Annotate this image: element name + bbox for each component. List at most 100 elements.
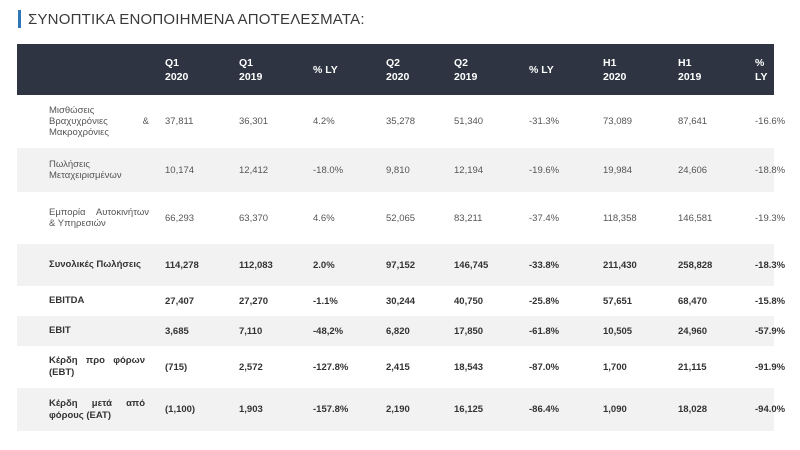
row-label: Συνολικές Πωλήσεις bbox=[17, 244, 165, 286]
table-cell: -18.3% bbox=[755, 244, 785, 286]
header-line1: Q1 bbox=[165, 56, 180, 69]
table-cell: 3,685 bbox=[165, 316, 239, 346]
title-accent-bar bbox=[18, 10, 21, 28]
table-cell: -19.3% bbox=[755, 192, 785, 244]
table-cell: 2,190 bbox=[386, 388, 454, 431]
table-cell: 51,340 bbox=[454, 95, 529, 148]
table-cell: 27,407 bbox=[165, 286, 239, 316]
table-cell: 10,174 bbox=[165, 148, 239, 192]
table-cell: -86.4% bbox=[529, 388, 603, 431]
table-cell: -33.8% bbox=[529, 244, 603, 286]
table-cell: 2.0% bbox=[313, 244, 386, 286]
header-cell-q2-2020: Q2 2020 bbox=[386, 44, 454, 95]
table-cell: -31.3% bbox=[529, 95, 603, 148]
header-line2: 2019 bbox=[454, 70, 478, 83]
header-line1: Q2 bbox=[454, 56, 469, 69]
header-line1: % LY bbox=[529, 63, 554, 76]
table-row-used-sales: Πωλήσεις Μεταχειρισμένων 10,174 12,412 -… bbox=[17, 148, 785, 192]
table-cell: 97,152 bbox=[386, 244, 454, 286]
table-cell: 19,984 bbox=[603, 148, 678, 192]
page-title: ΣΥΝΟΠΤΙΚΑ ΕΝΟΠΟΙΗΜΕΝΑ ΑΠΟΤΕΛΕΣΜΑΤΑ: bbox=[28, 10, 365, 28]
header-line1: % LY bbox=[313, 63, 338, 76]
table-cell: -48,2% bbox=[313, 316, 386, 346]
table-row-car-trade: Εμπορία Αυτοκινήτων & Υπηρεσιών 66,293 6… bbox=[17, 192, 785, 244]
header-line2: 2020 bbox=[386, 70, 410, 83]
table-cell: 36,301 bbox=[239, 95, 313, 148]
row-label: Εμπορία Αυτοκινήτων & Υπηρεσιών bbox=[17, 192, 165, 244]
table-cell: -1.1% bbox=[313, 286, 386, 316]
table-cell: 112,083 bbox=[239, 244, 313, 286]
table-cell: 7,110 bbox=[239, 316, 313, 346]
row-label: EBITDA bbox=[17, 286, 165, 316]
row-label: Κέρδη μετά από φόρους (EAT) bbox=[17, 388, 165, 431]
table-row-ebitda: EBITDA 27,407 27,270 -1.1% 30,244 40,750… bbox=[17, 286, 785, 316]
table-cell: 12,194 bbox=[454, 148, 529, 192]
table-row-eat: Κέρδη μετά από φόρους (EAT) (1,100) 1,90… bbox=[17, 388, 785, 431]
table-cell: 146,745 bbox=[454, 244, 529, 286]
table-cell: 118,358 bbox=[603, 192, 678, 244]
table-cell: -16.6% bbox=[755, 95, 785, 148]
table-row-ebt: Κέρδη προ φόρων (EBT) (715) 2,572 -127.8… bbox=[17, 346, 785, 388]
header-cell-ly-q2: % LY bbox=[529, 44, 603, 95]
table-row-ebit: EBIT 3,685 7,110 -48,2% 6,820 17,850 -61… bbox=[17, 316, 785, 346]
table-cell: -57.9% bbox=[755, 316, 785, 346]
table-cell: 18,543 bbox=[454, 346, 529, 388]
header-cell-q1-2019: Q1 2019 bbox=[239, 44, 313, 95]
table-header-row: Q1 2020 Q1 2019 % LY Q2 2020 Q2 2019 % LY H1… bbox=[17, 44, 774, 95]
header-line2: 2020 bbox=[603, 70, 627, 83]
header-cell-ly-h1: % LY bbox=[755, 44, 774, 95]
header-line1: Q2 bbox=[386, 56, 401, 69]
results-table-container: Q1 2020 Q1 2019 % LY Q2 2020 Q2 2019 % LY H1… bbox=[17, 44, 785, 431]
table-cell: 35,278 bbox=[386, 95, 454, 148]
table-cell: (1,100) bbox=[165, 388, 239, 431]
header-cell-q1-2020: Q1 2020 bbox=[165, 44, 239, 95]
table-cell: 40,750 bbox=[454, 286, 529, 316]
table-cell: 52,065 bbox=[386, 192, 454, 244]
table-cell: -37.4% bbox=[529, 192, 603, 244]
table-cell: 18,028 bbox=[678, 388, 755, 431]
header-line2: 2019 bbox=[678, 70, 702, 83]
table-cell: 57,651 bbox=[603, 286, 678, 316]
table-cell: -94.0% bbox=[755, 388, 785, 431]
table-cell: 258,828 bbox=[678, 244, 755, 286]
header-label-cell bbox=[17, 44, 165, 95]
table-cell: 1,700 bbox=[603, 346, 678, 388]
table-cell: 17,850 bbox=[454, 316, 529, 346]
table-cell: -15.8% bbox=[755, 286, 785, 316]
table-cell: 114,278 bbox=[165, 244, 239, 286]
table-cell: 10,505 bbox=[603, 316, 678, 346]
table-cell: -18.8% bbox=[755, 148, 785, 192]
results-table: Q1 2020 Q1 2019 % LY Q2 2020 Q2 2019 % LY H1… bbox=[17, 44, 785, 431]
table-row-rentals: Μισθώσεις Βραχυχρόνιες & Μακροχρόνιες 37… bbox=[17, 95, 785, 148]
header-cell-h1-2020: H1 2020 bbox=[603, 44, 678, 95]
table-cell: 1,903 bbox=[239, 388, 313, 431]
table-cell: 30,244 bbox=[386, 286, 454, 316]
table-cell: 12,412 bbox=[239, 148, 313, 192]
table-cell: 21,115 bbox=[678, 346, 755, 388]
table-cell: 73,089 bbox=[603, 95, 678, 148]
header-line1: H1 bbox=[603, 56, 617, 69]
table-row-total-sales: Συνολικές Πωλήσεις 114,278 112,083 2.0% … bbox=[17, 244, 785, 286]
table-cell: -127.8% bbox=[313, 346, 386, 388]
header-cell-q2-2019: Q2 2019 bbox=[454, 44, 529, 95]
table-cell: 211,430 bbox=[603, 244, 678, 286]
header-cell-ly-q1: % LY bbox=[313, 44, 386, 95]
table-cell: -61.8% bbox=[529, 316, 603, 346]
table-cell: 68,470 bbox=[678, 286, 755, 316]
table-cell: 2,415 bbox=[386, 346, 454, 388]
section-title: ΣΥΝΟΠΤΙΚΑ ΕΝΟΠΟΙΗΜΕΝΑ ΑΠΟΤΕΛΕΣΜΑΤΑ: bbox=[18, 8, 365, 30]
table-cell: 16,125 bbox=[454, 388, 529, 431]
table-cell: 63,370 bbox=[239, 192, 313, 244]
header-line2: 2019 bbox=[239, 70, 263, 83]
table-cell: 6,820 bbox=[386, 316, 454, 346]
header-line1: H1 bbox=[678, 56, 692, 69]
table-cell: 27,270 bbox=[239, 286, 313, 316]
table-cell: -25.8% bbox=[529, 286, 603, 316]
table-cell: 4.6% bbox=[313, 192, 386, 244]
table-cell: 4.2% bbox=[313, 95, 386, 148]
header-line2: 2020 bbox=[165, 70, 189, 83]
table-cell: 24,960 bbox=[678, 316, 755, 346]
table-cell: 37,811 bbox=[165, 95, 239, 148]
table-cell: 24,606 bbox=[678, 148, 755, 192]
row-label: EBIT bbox=[17, 316, 165, 346]
